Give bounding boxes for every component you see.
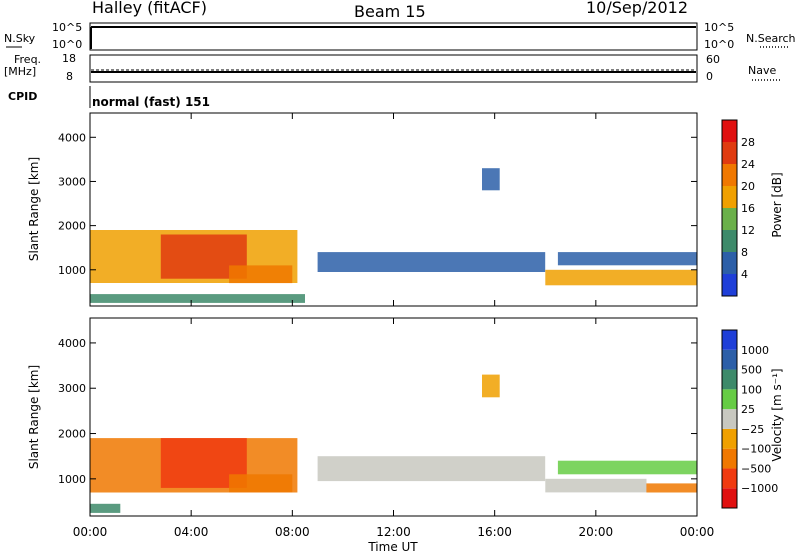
power-colorbar-tick-1: 8 [741,246,748,259]
velocity-colorbar-swatch-8 [722,330,737,350]
time-tick-label-2: 08:00 [275,525,310,539]
power-colorbar-tick-0: 4 [741,268,748,281]
velocity-region-5 [545,478,647,493]
velocity-region-3 [90,503,121,513]
power-colorbar-swatch-3 [722,208,737,230]
nave-label: Nave [748,64,776,77]
velocity-colorbar-swatch-4 [722,409,737,429]
velocity-colorbar-tick-0: 1000 [741,344,769,357]
velocity-colorbar: 1000 500 100 25 −25 −100 −500 −1000 [721,329,778,509]
velocity-colorbar-swatch-2 [722,448,737,469]
time-tick-label-6: 00:00 [680,525,715,539]
velocity-colorbar-label: Velocity [m s⁻¹] [770,368,784,461]
power-colorbar-swatch-0 [722,274,737,296]
power-colorbar-tick-2: 12 [741,224,755,237]
velocity-ylabel: Slant Range [km] [27,365,41,469]
nsky-tick-bottom: 10^0 [52,38,82,51]
power-colorbar-swatch-5 [722,164,737,186]
power-ytick-label-1: 2000 [58,220,86,233]
velocity-colorbar-swatch-1 [722,468,737,489]
time-tick-label-0: 00:00 [73,525,108,539]
velocity-region-8 [482,374,500,398]
time-tick-label-3: 12:00 [376,525,411,539]
power-ytick-label-2: 3000 [58,175,86,188]
velocity-region-6 [646,483,697,493]
velocity-colorbar-tick-2: 100 [741,383,762,396]
velocity-axes: 1000 2000 3000 4000 [58,318,698,516]
velocity-colorbar-tick-1: 500 [741,364,762,377]
power-colorbar-tick-4: 20 [741,180,755,193]
velocity-ytick-label-0: 1000 [58,473,86,486]
power-ytick-label-0: 1000 [58,264,86,277]
freq-panel: Freq. [MHz] 18 8 60 0 Nave [4,52,780,83]
time-axis: 00:00 04:00 08:00 12:00 16:00 20:00 00:00 [73,525,715,539]
power-region-4 [317,252,546,272]
radar-title: Halley (fitACF) [92,0,207,17]
velocity-colorbar-tick-6: −500 [741,462,771,475]
nsky-panel: N.Sky 10^5 10^0 10^5 10^0 N.Search [4,21,796,51]
power-ylabel: Slant Range [km] [27,157,41,261]
velocity-panel: 1000 2000 3000 4000 Slant Range [km] [27,317,698,517]
beam-label: Beam 15 [354,2,426,21]
power-panel: 1000 2000 3000 4000 Slant Range [km] [27,112,698,307]
velocity-colorbar-tick-7: −1000 [741,482,778,495]
cpid-label: CPID [8,90,37,103]
velocity-colorbar-swatch-3 [722,428,737,449]
power-colorbar-frame [721,119,738,297]
power-region-6 [557,252,697,266]
date-label: 10/Sep/2012 [586,0,689,17]
velocity-region-7 [557,460,697,475]
power-ytick-label-3: 4000 [58,131,86,144]
time-tick-label-4: 16:00 [477,525,512,539]
power-data-cells [90,168,698,303]
velocity-region-2 [229,474,293,493]
velocity-ytick-label-1: 2000 [58,428,86,441]
nave-tick-bottom: 0 [706,70,713,83]
power-colorbar-swatch-1 [722,252,737,274]
power-colorbar: 4 8 12 16 20 24 28 [721,119,755,297]
power-region-3 [90,294,305,303]
power-colorbar-label: Power [dB] [770,172,784,237]
nsearch-label: N.Search [746,32,796,45]
velocity-colorbar-swatch-7 [722,349,737,370]
power-colorbar-swatch-4 [722,186,737,208]
velocity-colorbar-tick-5: −100 [741,443,771,456]
power-region-2 [229,265,293,284]
cpid-value: normal (fast) 151 [92,95,210,109]
velocity-ytick-label-3: 4000 [58,337,86,350]
nsky-tick-top: 10^5 [52,21,82,34]
freq-unit-label: [MHz] [4,65,36,78]
freq-tick-top: 18 [62,52,76,65]
time-tick-label-1: 04:00 [174,525,209,539]
velocity-colorbar-swatch-6 [722,369,737,390]
power-region-7 [482,168,500,191]
power-region-5 [545,269,698,286]
power-axes: 1000 2000 3000 4000 [58,113,698,306]
power-colorbar-swatch-6 [722,142,737,164]
power-colorbar-swatch-2 [722,230,737,252]
power-colorbar-tick-3: 16 [741,202,755,215]
velocity-colorbar-tick-3: 25 [741,403,755,416]
freq-label: Freq. [14,53,41,66]
nsearch-tick-bottom: 10^0 [704,38,734,51]
velocity-region-4 [317,456,546,482]
power-colorbar-tick-6: 28 [741,136,755,149]
nave-tick-top: 60 [706,53,720,66]
velocity-colorbar-swatch-0 [722,488,737,508]
velocity-ytick-label-2: 3000 [58,382,86,395]
velocity-colorbar-tick-4: −25 [741,423,764,436]
cpid-row: CPID normal (fast) 151 [8,86,210,109]
power-colorbar-tick-5: 24 [741,158,755,171]
power-colorbar-swatch-7 [722,120,737,142]
velocity-colorbar-swatch-5 [722,389,737,410]
time-axis-label: Time UT [367,540,418,554]
freq-tick-bottom: 8 [66,70,73,83]
velocity-colorbar-frame [721,329,738,509]
velocity-data-cells [90,374,697,513]
nsearch-tick-top: 10^5 [704,21,734,34]
nsky-label: N.Sky [4,32,36,45]
time-tick-label-5: 20:00 [579,525,614,539]
